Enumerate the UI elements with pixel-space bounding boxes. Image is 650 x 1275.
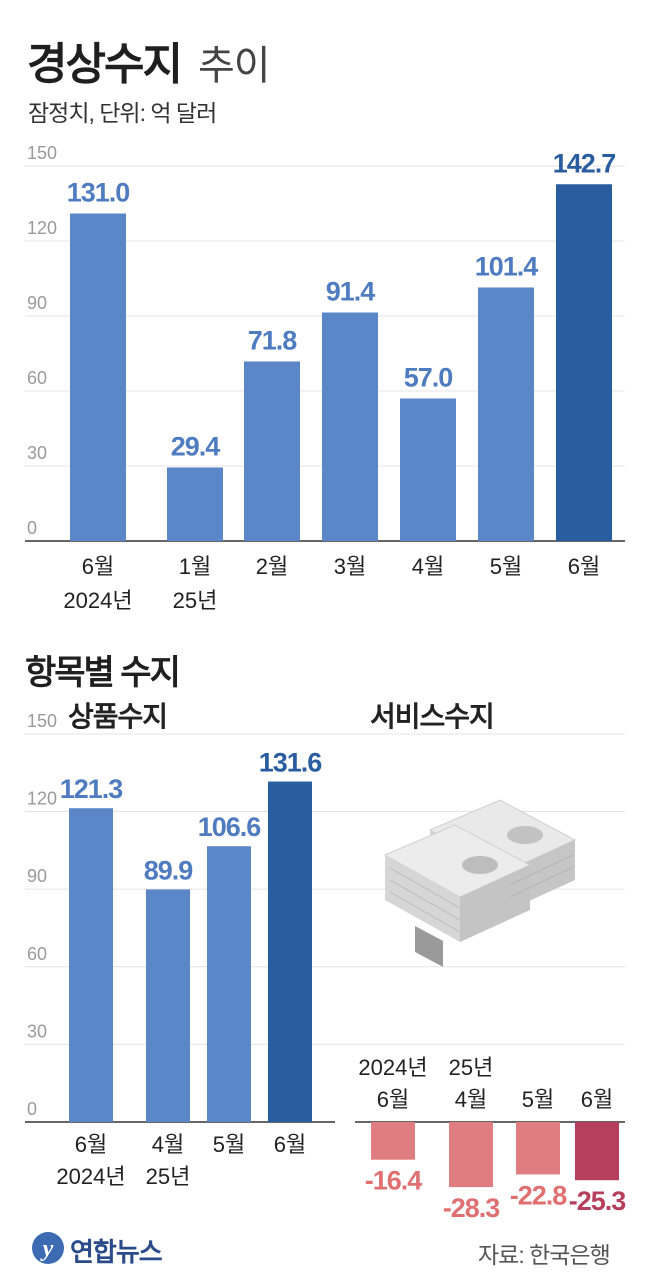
y-tick-label: 60 <box>27 368 47 388</box>
bar <box>207 846 251 1122</box>
bar <box>400 398 456 541</box>
y-tick-label: 150 <box>27 143 57 163</box>
x-category-label: 6월 <box>377 1087 409 1112</box>
money-stack-icon <box>383 799 577 967</box>
bar-value-label: -25.3 <box>569 1186 627 1216</box>
y-tick-label: 30 <box>27 1021 47 1041</box>
x-category-label: 1월 <box>179 554 211 579</box>
goods-balance-title: 상품수지 <box>68 701 168 732</box>
y-tick-label: 90 <box>27 293 47 313</box>
x-category-label: 4월 <box>412 554 444 579</box>
yonhap-logo-text: 연합뉴스 <box>70 1237 163 1267</box>
chart-title: 경상수지 <box>27 40 183 89</box>
bar <box>478 287 534 541</box>
x-category-label: 4월 <box>152 1132 184 1157</box>
section-title: 항목별 수지 <box>25 654 181 692</box>
bar-value-label: 131.0 <box>67 178 130 208</box>
current-account-chart: 0 30 60 90 120 150 131.0 6월 2024년 29.4 1월 25년 71.8 2월… <box>25 143 625 613</box>
goods-balance-chart: 0 30 60 90 120 150 121.3 6월 2024년 89.9 4월 25년 106.6 5… <box>25 711 625 1189</box>
bar-value-label: -28.3 <box>443 1193 501 1223</box>
y-tick-label: 60 <box>27 944 47 964</box>
bar <box>167 467 223 541</box>
bar <box>322 312 378 541</box>
bar-value-label: 142.7 <box>553 148 616 178</box>
x-category-label: 25년 <box>449 1055 494 1080</box>
chart-subtitle: 추이 <box>198 44 271 88</box>
bar <box>556 184 612 541</box>
x-category-label: 3월 <box>334 554 366 579</box>
y-tick-label: 120 <box>27 218 57 238</box>
bar <box>268 781 312 1122</box>
svg-text:y: y <box>40 1236 54 1262</box>
bar <box>516 1122 560 1175</box>
x-category-label: 6월 <box>82 554 114 579</box>
x-category-label: 6월 <box>274 1132 306 1157</box>
x-category-label: 2024년 <box>63 588 132 613</box>
services-balance-chart: -16.4 2024년 6월 -28.3 25년 4월 -22.8 5월 -25.3 6월 <box>355 1055 627 1223</box>
x-category-label: 2월 <box>256 554 288 579</box>
bar-value-label: 101.4 <box>475 252 539 282</box>
bar-value-label: 91.4 <box>326 277 376 307</box>
bar-value-label: 131.6 <box>259 748 323 778</box>
bar-value-label: 106.6 <box>198 812 262 842</box>
bar <box>244 361 300 541</box>
bar <box>69 808 113 1122</box>
x-category-label: 2024년 <box>56 1164 125 1189</box>
bar-value-label: 121.3 <box>60 774 124 804</box>
x-category-label: 4월 <box>455 1087 487 1112</box>
bar <box>575 1122 619 1181</box>
x-category-label: 5월 <box>213 1132 245 1157</box>
bar <box>449 1122 493 1188</box>
y-tick-label: 90 <box>27 866 47 886</box>
bar-value-label: 71.8 <box>248 326 298 356</box>
x-category-label: 5월 <box>490 554 522 579</box>
bar <box>146 889 190 1122</box>
bar-value-label: -22.8 <box>510 1180 568 1210</box>
y-tick-label: 30 <box>27 443 47 463</box>
bar-value-label: -16.4 <box>365 1166 423 1196</box>
source-note: 자료: 한국은행 <box>478 1242 611 1268</box>
bar <box>70 213 126 541</box>
unit-note: 잠정치, 단위: 억 달러 <box>28 100 217 126</box>
y-tick-label: 0 <box>27 518 37 538</box>
x-category-label: 25년 <box>146 1164 191 1189</box>
x-category-label: 6월 <box>75 1132 107 1157</box>
x-category-label: 6월 <box>581 1087 613 1112</box>
yonhap-logo-icon: y <box>32 1232 64 1264</box>
y-tick-label: 0 <box>27 1099 37 1119</box>
services-balance-title: 서비스수지 <box>370 701 495 732</box>
x-category-label: 25년 <box>173 588 218 613</box>
y-tick-label: 150 <box>27 711 57 731</box>
y-tick-label: 120 <box>27 789 57 809</box>
bar-value-label: 89.9 <box>144 855 194 885</box>
x-category-label: 6월 <box>568 554 600 579</box>
bar-value-label: 57.0 <box>404 363 453 393</box>
x-category-label: 2024년 <box>358 1055 427 1080</box>
bar <box>371 1122 415 1160</box>
bar-value-label: 29.4 <box>171 432 221 462</box>
x-category-label: 5월 <box>522 1087 554 1112</box>
